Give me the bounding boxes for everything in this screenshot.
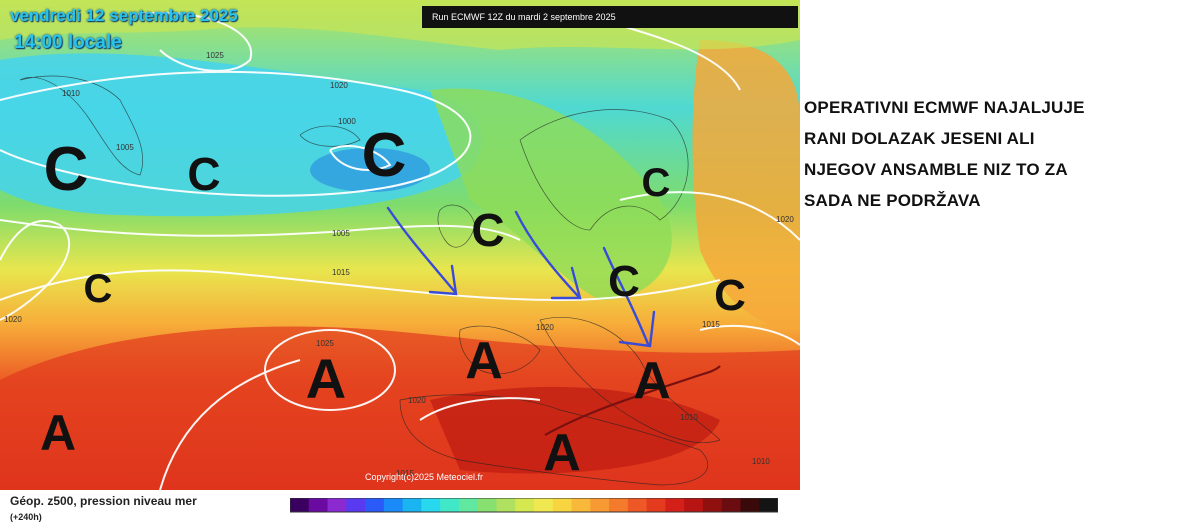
isobar-labels: 1025 1020 1010 1005 1000 1005 1015 1020 …	[4, 51, 794, 478]
map-canvas: 1025 1020 1010 1005 1000 1005 1015 1020 …	[0, 0, 800, 490]
arrow	[602, 246, 650, 346]
commentary-line: RANI DOLAZAK JESENI ALI	[804, 129, 1035, 148]
legend-title: Géop. z500, pression niveau mer	[10, 494, 197, 508]
color-scale-swatch	[590, 498, 610, 512]
isobar-label: 1010	[680, 413, 698, 422]
front-line	[544, 365, 721, 436]
commentary-line: NJEGOV ANSAMBLE NIZ TO ZA	[804, 160, 1068, 179]
commentary-line: OPERATIVNI ECMWF NAJALJUJE	[804, 98, 1085, 117]
color-scale-swatch	[440, 498, 460, 512]
trough-arrows	[386, 206, 656, 348]
high-marker: A	[543, 424, 581, 482]
color-scale-swatch	[327, 498, 347, 512]
low-marker: C	[44, 135, 89, 204]
isobar-label: 1015	[396, 469, 414, 478]
arrow-head	[550, 266, 582, 300]
color-scale-swatch	[740, 498, 760, 512]
color-scale-swatch	[759, 498, 778, 512]
low-marker: C	[714, 271, 746, 320]
color-scale-swatch	[721, 498, 741, 512]
isobar-label: 1020	[4, 315, 22, 324]
coastlines	[19, 75, 721, 486]
isobar-label: 1020	[408, 396, 426, 405]
commentary-line: SADA NE PODRŽAVA	[804, 191, 981, 210]
trough-extension	[430, 88, 672, 301]
isobar-label: 1000	[338, 117, 356, 126]
low-marker: C	[642, 161, 671, 205]
color-scale-swatch	[702, 498, 723, 512]
color-scale-swatch	[571, 498, 591, 512]
copyright-text: Copyright(c)2025 Meteociel.fr	[365, 472, 484, 482]
color-scale-swatch	[515, 498, 535, 512]
color-scale-border	[290, 498, 778, 513]
color-scale-swatch	[665, 498, 685, 512]
color-scale-swatch	[346, 498, 366, 512]
arrow	[514, 210, 580, 298]
color-scale-swatch	[421, 498, 441, 512]
color-scale-swatch	[627, 498, 648, 512]
weather-map: 1025 1020 1010 1005 1000 1005 1015 1020 …	[0, 0, 800, 490]
model-run-label: Run ECMWF 12Z du mardi 2 septembre 2025	[422, 6, 798, 28]
isobar-label: 1005	[332, 229, 350, 238]
color-scale-swatch	[402, 498, 422, 512]
high-marker: A	[465, 332, 503, 390]
color-scale-swatch	[609, 498, 629, 512]
low-marker: C	[471, 204, 504, 256]
color-scale-swatch	[290, 498, 310, 512]
commentary: OPERATIVNI ECMWF NAJALJUJE RANI DOLAZAK …	[804, 92, 1196, 216]
isobar-label: 1015	[702, 320, 720, 329]
color-scale-swatch	[477, 498, 497, 512]
color-scale-swatch	[552, 498, 573, 512]
isobar-label: 1015	[332, 268, 350, 277]
color-scale-swatch	[365, 498, 385, 512]
color-scale-swatch	[458, 498, 479, 512]
isobar-label: 1020	[536, 323, 554, 332]
arrow	[386, 206, 457, 294]
color-scale-swatch	[496, 498, 516, 512]
color-scale-swatch	[308, 498, 329, 512]
forecast-date: vendredi 12 septembre 2025	[10, 6, 238, 25]
isobar-label: 1010	[62, 89, 80, 98]
high-marker: A	[633, 352, 671, 410]
arrow-head	[428, 264, 458, 296]
low-marker: C	[362, 121, 407, 190]
heat-core	[430, 386, 720, 474]
low-marker: C	[187, 148, 220, 200]
isobar-label: 1010	[752, 457, 770, 466]
color-scale-swatch	[534, 498, 554, 512]
color-scale-swatch	[383, 498, 404, 512]
isobar-label: 1020	[330, 81, 348, 90]
arrow-head	[618, 310, 656, 348]
isobars	[0, 9, 800, 490]
color-scale	[290, 498, 778, 513]
legend-subtitle: (+240h)	[10, 512, 42, 522]
color-scale-swatch	[684, 498, 704, 512]
isobar-label: 1025	[206, 51, 224, 60]
color-scale-swatch	[646, 498, 666, 512]
low-marker: C	[608, 257, 640, 306]
isobar-label: 1005	[116, 143, 134, 152]
high-marker: A	[306, 347, 346, 410]
isobar-label: 1020	[776, 215, 794, 224]
low-marker: C	[84, 267, 113, 311]
forecast-time: 14:00 locale	[14, 32, 122, 53]
pressure-markers: C C C C C C C C A A A A A	[40, 121, 746, 482]
isobar-label: 1025	[316, 339, 334, 348]
high-marker: A	[40, 405, 76, 461]
warm-east	[692, 40, 800, 330]
